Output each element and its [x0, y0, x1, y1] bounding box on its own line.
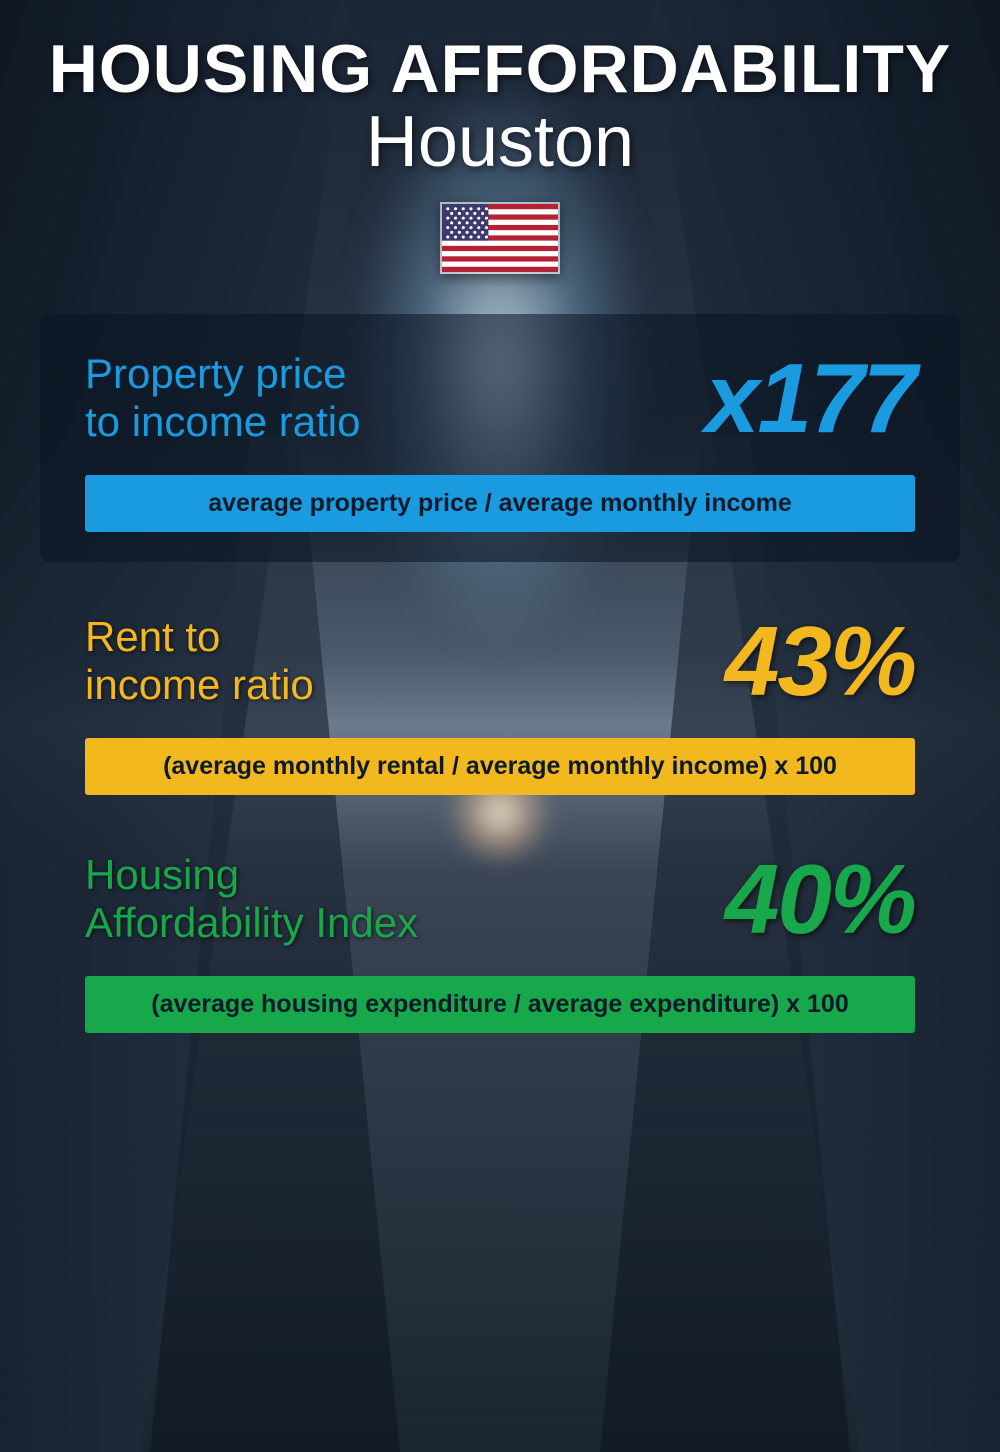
formula-bar: (average monthly rental / average monthl… [85, 738, 915, 795]
metric-housing-affordability-index: HousingAffordability Index 40% (average ho… [40, 850, 960, 1033]
metric-label: Rent toincome ratio [85, 613, 314, 710]
metric-label: HousingAffordability Index [85, 851, 418, 948]
metric-property-price-to-income: Property priceto income ratio x177 average… [40, 314, 960, 562]
metric-row: Rent toincome ratio 43% [85, 612, 915, 710]
metric-value: 43% [725, 612, 915, 710]
metric-row: HousingAffordability Index 40% [85, 850, 915, 948]
content-container: HOUSING AFFORDABILITY Houston [0, 0, 1000, 1452]
metric-value: x177 [705, 349, 915, 447]
metric-rent-to-income: Rent toincome ratio 43% (average monthly r… [40, 612, 960, 795]
metric-label: Property priceto income ratio [85, 350, 360, 447]
header: HOUSING AFFORDABILITY Houston [40, 35, 960, 274]
formula-bar: average property price / average monthly… [85, 475, 915, 532]
metric-row: Property priceto income ratio x177 [85, 349, 915, 447]
us-flag-icon [440, 202, 560, 274]
page-title: HOUSING AFFORDABILITY [40, 35, 960, 103]
metrics-container: Property priceto income ratio x177 average… [40, 314, 960, 1088]
flag-container [40, 202, 960, 274]
formula-bar: (average housing expenditure / average e… [85, 976, 915, 1033]
city-name: Houston [40, 103, 960, 182]
metric-value: 40% [725, 850, 915, 948]
